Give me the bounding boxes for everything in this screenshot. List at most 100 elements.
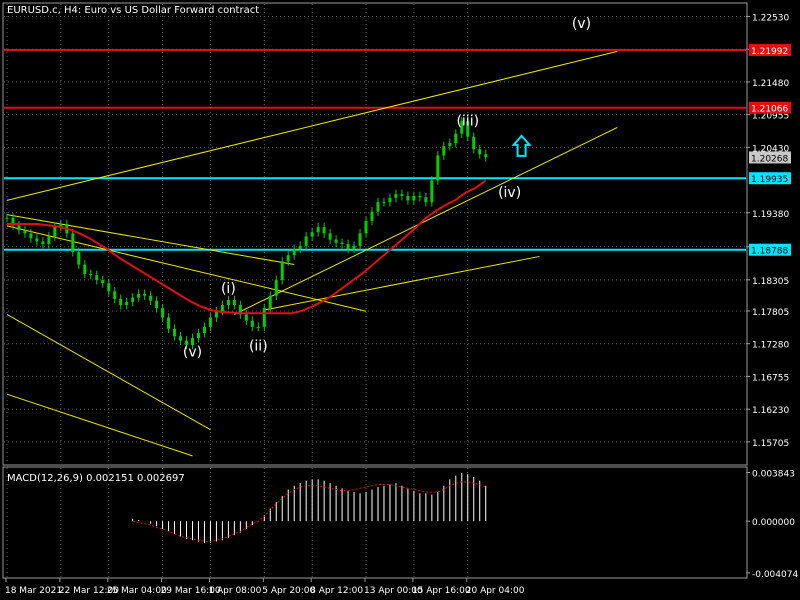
price-level-tags: 1.21992 1.21066 1.19935 1.18788 1.20268 bbox=[749, 44, 791, 257]
trendline-down-channel-lower bbox=[6, 225, 367, 312]
candle-body bbox=[161, 308, 165, 318]
candle-body bbox=[47, 236, 51, 244]
candle-body bbox=[394, 194, 398, 198]
trendline-down-parallel-1 bbox=[6, 313, 211, 431]
candle-body bbox=[460, 121, 464, 134]
candle-body bbox=[376, 202, 380, 212]
candle-body bbox=[11, 217, 15, 226]
macd-tick-label: -0.004074 bbox=[752, 570, 798, 580]
candle-body bbox=[430, 180, 434, 203]
time-tick-label: 18 Mar 2021 bbox=[5, 586, 62, 596]
candle-body bbox=[454, 133, 458, 143]
candle-body bbox=[59, 224, 63, 228]
time-tick-label: 25 Mar 04:00 bbox=[107, 586, 167, 596]
candle-body bbox=[101, 280, 105, 284]
trendline-down-parallel-2 bbox=[6, 393, 193, 457]
candle-body bbox=[484, 154, 488, 158]
candle-body bbox=[29, 233, 33, 239]
candle-body bbox=[400, 194, 404, 196]
candle-body bbox=[472, 136, 476, 150]
price-tick-label: 1.16755 bbox=[752, 373, 789, 383]
candle-body bbox=[149, 295, 153, 301]
candle-body bbox=[466, 121, 470, 137]
wave-label: (iii) bbox=[456, 113, 479, 129]
macd-tick-label: 0.003843 bbox=[752, 470, 795, 480]
candle-body bbox=[316, 227, 320, 233]
price-level-tag bbox=[749, 172, 791, 185]
candle-body bbox=[328, 233, 332, 240]
time-tick-label: 15 Apr 16:00 bbox=[412, 586, 471, 596]
time-tick-label: 8 Apr 12:00 bbox=[310, 586, 363, 596]
wave-label: (i) bbox=[221, 281, 236, 297]
price-tick-label: 1.15705 bbox=[752, 439, 789, 449]
price-tick-label: 1.17280 bbox=[752, 341, 789, 351]
candle-body bbox=[262, 308, 266, 327]
macd-label: MACD(12,26,9) 0.002151 0.002697 bbox=[7, 473, 185, 484]
wave-label: (iv) bbox=[498, 185, 521, 201]
candle-body bbox=[89, 273, 93, 276]
candle-body bbox=[292, 248, 296, 256]
candle-body bbox=[448, 142, 452, 147]
wave-label: (v) bbox=[183, 344, 202, 360]
macd-histogram bbox=[132, 473, 487, 543]
wave-label: (v) bbox=[572, 16, 591, 32]
candle-body bbox=[304, 236, 308, 246]
candle-body bbox=[95, 275, 99, 281]
candle-body bbox=[256, 326, 260, 328]
candle-body bbox=[352, 245, 356, 249]
candle-body bbox=[190, 338, 194, 345]
candle-body bbox=[280, 261, 284, 281]
price-tick-label: 1.20430 bbox=[752, 144, 789, 154]
price-tick-label: 1.19380 bbox=[752, 210, 789, 220]
candle-body bbox=[334, 239, 338, 243]
candle-body bbox=[442, 146, 446, 156]
price-level-tag-label: 1.19935 bbox=[751, 175, 788, 185]
candle-body bbox=[119, 298, 123, 306]
horizontal-levels[interactable] bbox=[4, 49, 746, 251]
moving-average-line bbox=[7, 179, 487, 315]
candle-body bbox=[310, 232, 314, 237]
macd-plot-frame bbox=[2, 466, 748, 579]
candle-body bbox=[77, 252, 81, 265]
macd-axis: 0.003843 0.000000 -0.004074 bbox=[746, 470, 798, 580]
up-arrow-icon[interactable] bbox=[511, 134, 532, 157]
candle-body bbox=[250, 320, 254, 327]
macd-tick-label: 0.000000 bbox=[752, 518, 795, 528]
candle-body bbox=[155, 300, 159, 309]
macd-signal-line bbox=[132, 481, 486, 542]
candle-body bbox=[220, 305, 224, 312]
candle-body bbox=[167, 317, 171, 329]
time-tick-label: 22 Mar 12:00 bbox=[59, 586, 119, 596]
elliott-wave-labels[interactable]: (v) (i) (ii) (iii) (iv) (v) bbox=[183, 16, 591, 360]
candle-body bbox=[137, 293, 141, 298]
main-plot-frame bbox=[2, 2, 748, 466]
grid-lines bbox=[4, 4, 746, 577]
candle-body bbox=[179, 336, 183, 341]
candle-body bbox=[125, 301, 129, 306]
time-tick-label: 20 Apr 04:00 bbox=[466, 586, 525, 596]
chart-title: EURUSD.c, H4: Euro vs US Dollar Forward … bbox=[7, 5, 259, 16]
candle-body bbox=[358, 233, 362, 246]
candle-body bbox=[53, 227, 57, 237]
candle-body bbox=[388, 197, 392, 203]
candle-body bbox=[131, 297, 135, 302]
price-level-tag bbox=[749, 44, 791, 56]
candle-body bbox=[5, 217, 9, 219]
candle-body bbox=[382, 202, 386, 204]
time-tick-label: 1 Apr 08:00 bbox=[208, 586, 261, 596]
candle-body bbox=[35, 238, 39, 242]
candle-body bbox=[268, 295, 272, 309]
candle-body bbox=[244, 314, 248, 321]
candle-body bbox=[436, 155, 440, 181]
candle-body bbox=[424, 197, 428, 203]
candle-body bbox=[226, 300, 230, 306]
candle-body bbox=[418, 195, 422, 198]
candle-body bbox=[478, 149, 482, 155]
current-price-tag bbox=[749, 151, 791, 164]
candle-body bbox=[185, 340, 189, 345]
trendline-channel-mid bbox=[234, 126, 618, 315]
candle-body bbox=[274, 280, 278, 296]
candle-body bbox=[340, 242, 344, 244]
